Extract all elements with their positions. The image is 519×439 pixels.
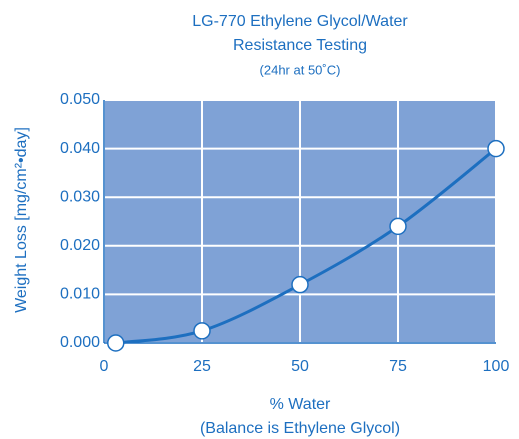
x-axis-label: (Balance is Ethylene Glycol): [200, 420, 400, 437]
x-tick-label: 50: [291, 358, 309, 375]
marker: [193, 322, 211, 340]
chart-subtitle: (24hr at 50˚C): [260, 62, 341, 77]
x-tick-label: 100: [483, 358, 510, 375]
marker: [389, 217, 407, 236]
y-tick-label: 0.010: [60, 286, 100, 303]
marker: [487, 139, 505, 158]
x-tick-label: 0: [100, 358, 109, 375]
y-tick-label: 0.020: [60, 237, 100, 254]
y-axis-label: Weight Loss [mg/cm²•day]: [13, 127, 30, 313]
x-axis-label: % Water: [270, 396, 331, 413]
marker: [291, 275, 309, 294]
x-tick-label: 75: [389, 358, 407, 375]
y-tick-label: 0.040: [60, 140, 100, 157]
marker: [107, 334, 125, 352]
chart-title: Resistance Testing: [233, 37, 367, 54]
x-tick-label: 25: [193, 358, 211, 375]
chart-title: LG-770 Ethylene Glycol/Water: [192, 13, 408, 30]
y-tick-label: 0.050: [60, 91, 100, 108]
y-tick-label: 0.030: [60, 188, 100, 205]
y-tick-label: 0.000: [60, 334, 100, 351]
